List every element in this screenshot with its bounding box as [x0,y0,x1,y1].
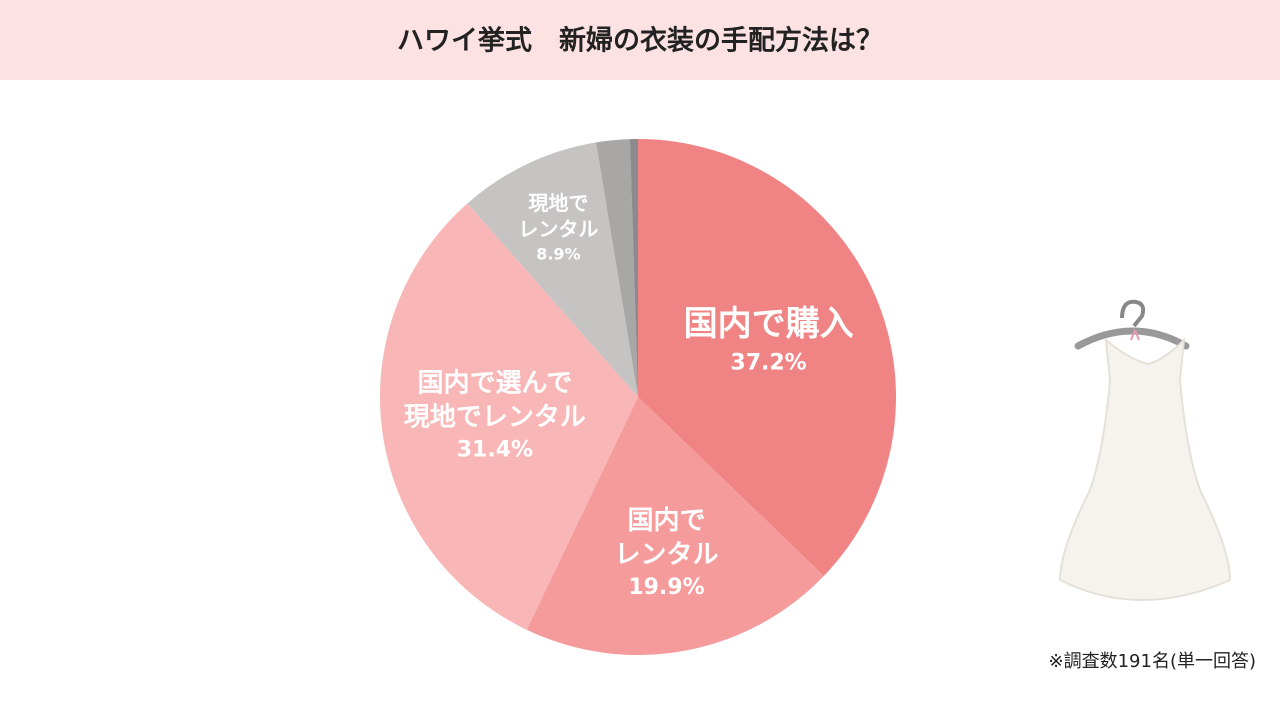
pie-slice [596,139,638,397]
slice-value-label: 19.9% [628,575,704,600]
dress-illustration [1058,299,1232,601]
footnote: ※調査数191名(単一回答) [1049,651,1256,672]
pie-slice [380,203,638,630]
slice-label: 国内で選んで現地でレンタル [404,368,586,432]
chart-title: ハワイ挙式 新婦の衣装の手配方法は？ [397,25,883,57]
title-banner [0,0,1280,80]
slice-value-label: 8.9% [536,245,580,264]
slice-label: 現地でレンタル [518,191,598,241]
slice-label: 国内で購入 [684,303,854,343]
pie-slice [467,142,638,397]
slice-label: 国内でレンタル [614,506,718,570]
slice-value-label: 31.4% [457,438,533,463]
pie-slice [629,139,638,397]
slice-value-label: 37.2% [730,351,806,376]
pie-slice [526,397,824,655]
pie-slice [638,139,896,576]
